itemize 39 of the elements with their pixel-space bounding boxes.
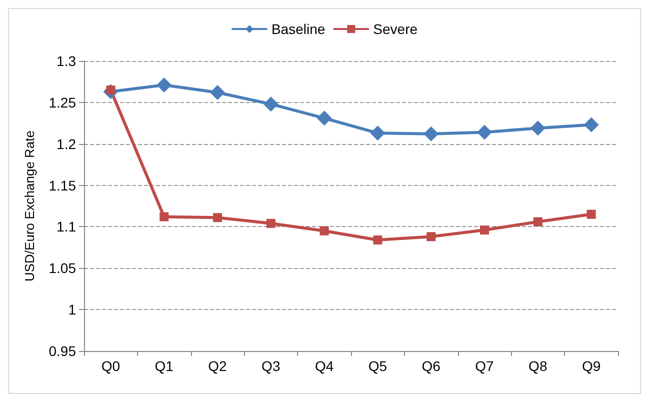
x-tick-label: Q1 [154,358,174,374]
point [480,226,489,235]
y-tick-label: 1 [68,302,76,318]
x-tick-label: Q2 [208,358,228,374]
y-tick-label: 1.15 [48,177,76,194]
point [320,226,329,236]
x-tick-label: Q6 [422,358,441,374]
point [586,210,596,219]
point [477,124,492,140]
point [210,84,225,100]
point [584,117,599,132]
x-tick-label: Q5 [368,358,388,374]
y-tick-label: 1.05 [48,260,76,276]
x-tick-label: Q0 [101,358,120,374]
y-tick-label: 1.2 [56,136,76,152]
y-tick-label: 1.25 [48,94,76,110]
x-tick-label: Q4 [314,358,334,374]
legend-label: Baseline [271,21,326,37]
point [530,120,546,136]
y-axis-title: USD/Euro Exchange Rate [22,130,37,282]
point [263,96,278,112]
point [373,235,382,244]
x-tick-label: Q7 [475,358,494,374]
point [316,110,332,126]
legend-label: Severe [373,21,418,37]
point [266,218,276,228]
point [160,212,169,222]
point [533,217,542,226]
y-tick-label: 1.1 [56,218,76,235]
point [426,232,436,242]
y-tick-label: 0.95 [48,343,76,359]
x-tick-label: Q9 [582,358,601,374]
y-tick-label: 1.3 [56,53,76,69]
x-tick-label: Q3 [262,358,280,374]
point [370,126,386,141]
x-tick-label: Q8 [528,358,548,374]
point [424,126,439,142]
point [156,78,172,93]
point [213,213,222,222]
